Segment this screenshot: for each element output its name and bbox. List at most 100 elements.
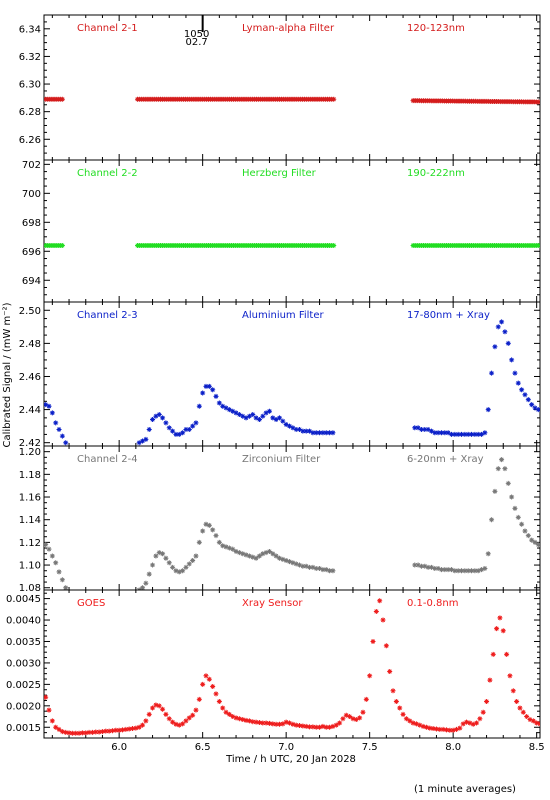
data-point	[297, 426, 303, 432]
data-point	[240, 413, 246, 419]
data-point	[412, 425, 418, 431]
data-point	[447, 727, 453, 733]
data-point	[519, 521, 525, 527]
y-tick-label: 694	[22, 276, 41, 287]
data-point	[393, 699, 399, 705]
data-point	[489, 370, 495, 376]
data-point	[226, 711, 232, 717]
data-point	[464, 719, 470, 725]
data-point	[462, 568, 468, 574]
y-tick-label: 698	[22, 218, 41, 229]
chart-plot-area: 6.26 6.28 6.30 6.32 6.34 Channel 2-1 Lyman-alp…	[6, 14, 545, 753]
data-point	[532, 539, 538, 545]
y-tick-label: 1.08	[19, 583, 41, 594]
data-point	[499, 319, 505, 325]
data-point	[317, 565, 323, 571]
data-point	[525, 533, 531, 539]
data-point	[290, 560, 296, 566]
data-point	[535, 407, 540, 413]
data-point	[210, 527, 216, 533]
data-point	[163, 555, 169, 561]
data-point	[216, 400, 222, 406]
data-point	[422, 563, 428, 569]
data-point	[53, 560, 59, 566]
data-point	[387, 669, 393, 675]
data-series	[44, 96, 540, 105]
data-point	[504, 651, 510, 657]
y-tick-label: 0.0020	[6, 701, 41, 712]
data-point	[425, 426, 431, 432]
data-point	[183, 426, 189, 432]
data-point	[166, 560, 172, 566]
y-tick-label: 2.50	[19, 306, 41, 317]
data-point	[260, 551, 266, 557]
data-point	[330, 568, 336, 574]
data-point	[331, 242, 337, 248]
data-point	[183, 564, 189, 570]
data-point	[250, 719, 256, 725]
data-point	[190, 423, 196, 429]
data-point	[256, 553, 262, 559]
x-axis-title: Time / h UTC, 20 Jan 2028	[225, 754, 356, 765]
data-point	[442, 430, 448, 436]
panel-4: 1.08 1.10 1.12 1.14 1.16 1.18 1.20 Channel 2-4 Z…	[19, 445, 541, 594]
data-point	[522, 528, 528, 534]
marker-annotation-label: 02.7	[186, 37, 208, 48]
data-point	[492, 344, 498, 350]
data-point	[109, 728, 115, 734]
data-point	[143, 580, 149, 586]
panel-band-label: 0.1-0.8nm	[407, 598, 459, 609]
data-point	[502, 329, 508, 335]
data-point	[283, 719, 289, 725]
data-point	[233, 410, 239, 416]
data-point	[203, 673, 209, 679]
data-point	[520, 709, 526, 715]
data-point	[146, 711, 152, 717]
data-point	[240, 717, 246, 723]
data-point	[116, 727, 122, 733]
data-point	[44, 694, 49, 700]
data-point	[437, 726, 443, 732]
data-point	[467, 720, 473, 726]
data-point	[428, 564, 434, 570]
data-point	[502, 466, 508, 472]
data-point	[286, 559, 292, 565]
data-point	[360, 709, 366, 715]
data-point	[79, 730, 85, 736]
y-tick-label: 1.12	[19, 538, 41, 549]
data-point	[280, 418, 286, 424]
data-point	[240, 551, 246, 557]
y-tick-label: 1.16	[19, 493, 41, 504]
data-point	[270, 721, 276, 727]
data-point	[497, 615, 503, 621]
data-point	[160, 415, 166, 421]
data-point	[407, 718, 413, 724]
data-point	[186, 715, 192, 721]
data-point	[420, 723, 426, 729]
data-point	[410, 720, 416, 726]
data-point	[280, 721, 286, 727]
data-point	[485, 407, 491, 413]
y-tick-label: 6.32	[19, 52, 41, 63]
data-point	[293, 426, 299, 432]
data-point	[266, 408, 272, 414]
data-point	[432, 430, 438, 436]
data-point	[485, 551, 491, 557]
panel-2: 694 696 698 700 702 Channel 2-2 Herzberg Filte…	[22, 159, 541, 303]
data-point	[49, 718, 55, 724]
data-point	[472, 568, 478, 574]
data-point	[190, 712, 196, 718]
data-point	[44, 402, 49, 408]
data-point	[313, 565, 319, 571]
data-point	[303, 428, 309, 434]
data-point	[303, 563, 309, 569]
data-point	[130, 726, 136, 732]
data-point	[119, 727, 125, 733]
data-point	[435, 565, 441, 571]
data-point	[53, 420, 59, 426]
data-point	[515, 514, 521, 520]
data-point	[337, 720, 343, 726]
data-point	[286, 720, 292, 726]
data-point	[153, 702, 159, 708]
data-point	[253, 555, 259, 561]
